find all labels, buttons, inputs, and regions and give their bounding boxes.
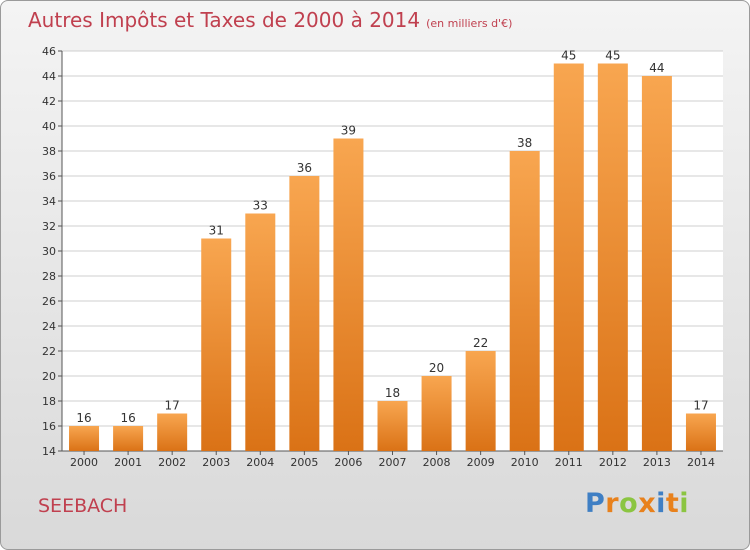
bar-2010 [509, 151, 540, 451]
logo-letter: i [656, 488, 666, 519]
data-label-2014: 17 [693, 399, 708, 413]
y-tick-label: 16 [42, 420, 56, 433]
data-label-2011: 45 [561, 49, 576, 63]
data-label-2009: 22 [473, 336, 488, 350]
bar-2008 [421, 376, 452, 451]
y-tick-label: 20 [42, 370, 56, 383]
x-tick-label: 2005 [290, 456, 318, 469]
bar-2012 [597, 63, 628, 451]
x-tick-label: 2012 [599, 456, 627, 469]
x-tick-label: 2006 [334, 456, 362, 469]
x-tick-label: 2010 [511, 456, 539, 469]
bar-2002 [157, 413, 188, 451]
data-label-2001: 16 [120, 411, 135, 425]
y-tick-label: 46 [42, 45, 56, 58]
x-tick-label: 2013 [643, 456, 671, 469]
bar-2003 [201, 238, 232, 451]
x-tick-label: 2004 [246, 456, 274, 469]
bar-2001 [113, 426, 144, 451]
y-tick-label: 26 [42, 295, 56, 308]
data-label-2012: 45 [605, 49, 620, 63]
data-label-2008: 20 [429, 361, 444, 375]
bar-2009 [465, 351, 496, 451]
commune-name: SEEBACH [38, 495, 128, 517]
data-label-2013: 44 [649, 61, 664, 75]
x-tick-label: 2001 [114, 456, 142, 469]
y-tick-label: 28 [42, 270, 56, 283]
chart-title: Autres Impôts et Taxes de 2000 à 2014 [28, 8, 421, 32]
y-tick-label: 18 [42, 395, 56, 408]
bar-2005 [289, 176, 320, 451]
logo-letter: t [665, 488, 680, 519]
x-tick-label: 2003 [202, 456, 230, 469]
bar-2011 [553, 63, 584, 451]
y-tick-label: 30 [42, 245, 56, 258]
bar-2007 [377, 401, 408, 451]
x-tick-label: 2009 [467, 456, 495, 469]
logo-letter: r [605, 488, 620, 519]
bar-2004 [245, 213, 276, 451]
x-tick-label: 2000 [70, 456, 98, 469]
y-tick-label: 38 [42, 145, 56, 158]
x-tick-label: 2011 [555, 456, 583, 469]
x-tick-label: 2002 [158, 456, 186, 469]
logo-letter: P [585, 488, 606, 519]
bar-2013 [641, 76, 672, 451]
logo-letter: o [619, 488, 639, 519]
data-label-2004: 33 [253, 199, 268, 213]
data-label-2010: 38 [517, 136, 532, 150]
logo-letter: x [638, 488, 657, 519]
x-tick-label: 2007 [379, 456, 407, 469]
data-label-2007: 18 [385, 386, 400, 400]
chart-title-block: Autres Impôts et Taxes de 2000 à 2014 (en… [28, 8, 512, 32]
proxiti-logo: Proxiti [585, 488, 689, 519]
data-label-2006: 39 [341, 124, 356, 138]
y-tick-label: 32 [42, 220, 56, 233]
data-label-2000: 16 [76, 411, 91, 425]
data-label-2005: 36 [297, 161, 312, 175]
x-tick-label: 2008 [423, 456, 451, 469]
y-tick-label: 44 [42, 70, 56, 83]
bar-2006 [333, 138, 364, 451]
y-tick-label: 36 [42, 170, 56, 183]
chart-unit: (en milliers d'€) [426, 17, 513, 30]
y-tick-label: 24 [42, 320, 56, 333]
data-label-2002: 17 [165, 399, 180, 413]
y-tick-label: 22 [42, 345, 56, 358]
logo-letter: i [679, 488, 690, 519]
bar-2014 [685, 413, 716, 451]
y-tick-label: 14 [42, 445, 56, 458]
bar-2000 [69, 426, 100, 451]
y-tick-label: 40 [42, 120, 56, 133]
x-tick-label: 2014 [687, 456, 715, 469]
data-label-2003: 31 [209, 224, 224, 238]
y-tick-label: 42 [42, 95, 56, 108]
y-tick-label: 34 [42, 195, 56, 208]
